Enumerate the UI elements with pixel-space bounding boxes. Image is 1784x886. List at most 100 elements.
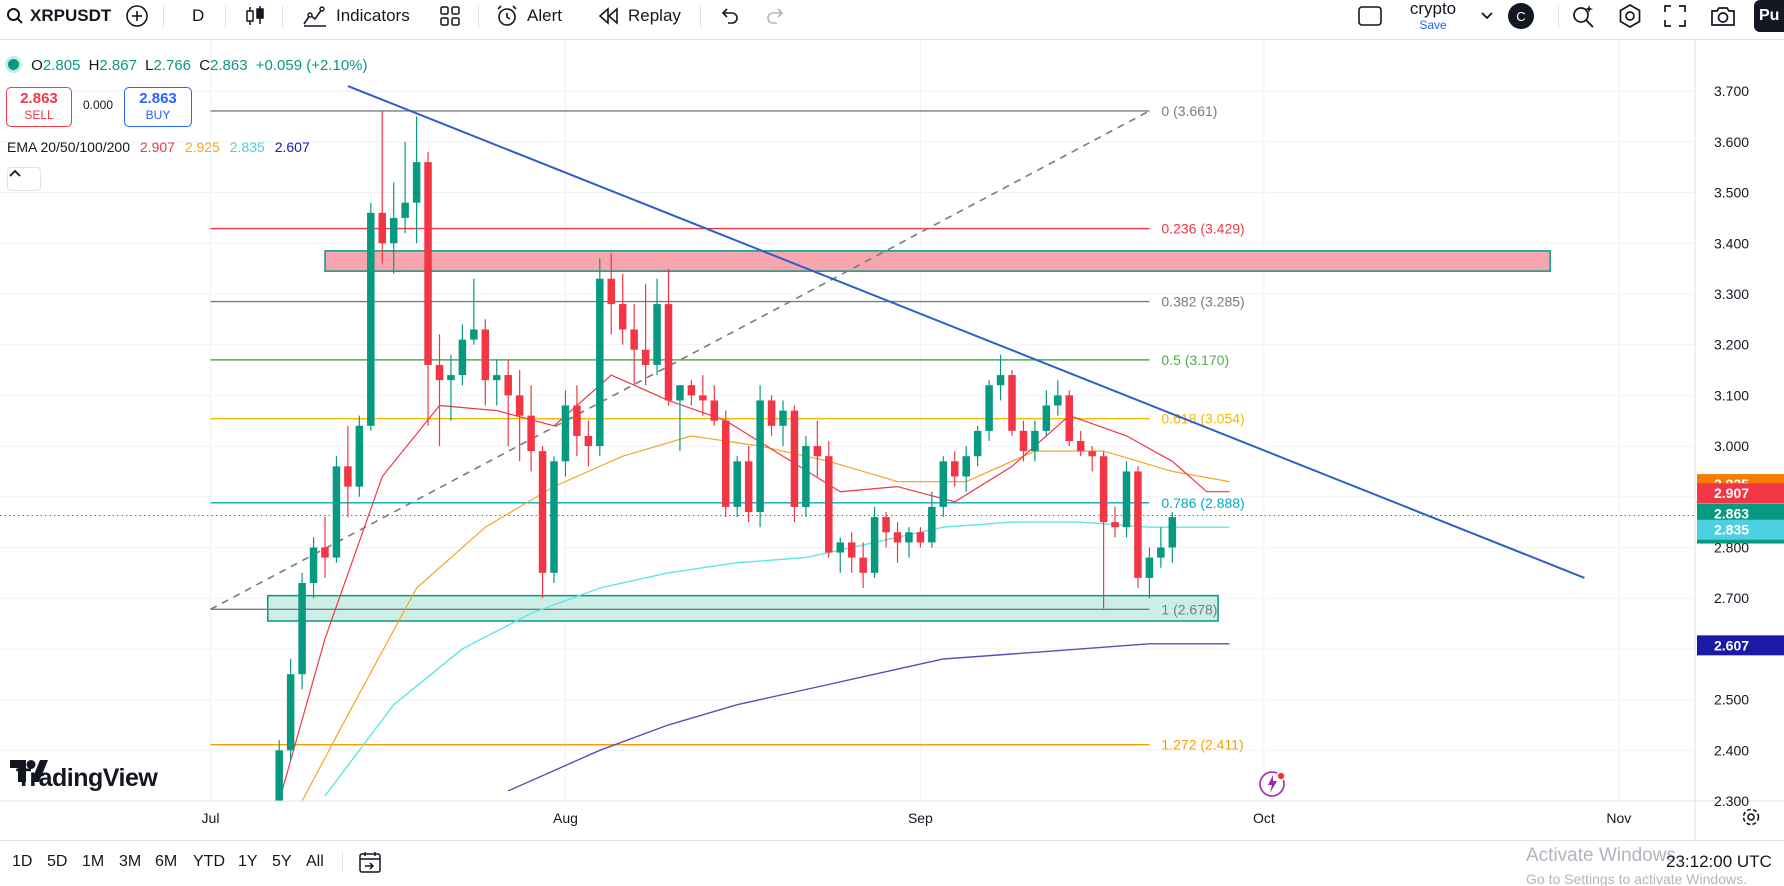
price-chart[interactable]: 0 (3.661) 0.236 (3.429) 0.382 (3.285) 0.5 (… <box>0 40 1784 840</box>
publish-button[interactable]: Pu <box>1754 0 1784 32</box>
candle <box>332 456 341 563</box>
settings-button[interactable] <box>1617 0 1643 32</box>
interval-button[interactable]: D <box>192 0 204 32</box>
activate-windows-subtitle: Go to Settings to activate Windows. <box>1526 871 1747 886</box>
candle-body <box>1088 451 1096 457</box>
fib-label-0.5: 0.5 (3.170) <box>1161 352 1229 368</box>
toolbar-divider <box>163 6 164 28</box>
candle-body <box>607 278 615 305</box>
range-6m[interactable]: 6M <box>155 853 178 870</box>
candle-body <box>928 506 936 543</box>
fullscreen-button[interactable] <box>1663 0 1687 32</box>
symbol-name: XRPUSDT <box>30 6 112 25</box>
price-label-ema20-value: 2.907 <box>1714 485 1749 501</box>
grid-icon <box>439 5 461 27</box>
y-tick-label: 3.400 <box>1714 235 1749 251</box>
toolbar-divider <box>225 6 226 28</box>
indicator-templates-button[interactable] <box>439 0 461 32</box>
range-ytd[interactable]: YTD <box>193 853 225 870</box>
sell-label: SELL <box>24 108 54 122</box>
ema-legend[interactable]: EMA 20/50/100/200 2.907 2.925 2.835 2.60… <box>7 139 310 155</box>
range-5y[interactable]: 5Y <box>272 853 292 870</box>
candle <box>378 111 386 264</box>
candle-body <box>470 329 478 340</box>
candle-body <box>493 375 501 381</box>
chart-type-button[interactable] <box>244 0 266 32</box>
fib-label-1.272: 1.272 (2.411) <box>1161 737 1243 753</box>
undo-icon <box>718 6 740 26</box>
symbol-search-button[interactable]: XRPUSDT <box>6 0 111 32</box>
range-all[interactable]: All <box>306 853 324 870</box>
candle <box>618 273 627 345</box>
candle <box>722 410 730 518</box>
x-tick-label: Jul <box>202 810 220 826</box>
candle-body <box>676 385 684 401</box>
snapshot-button[interactable] <box>1709 0 1737 32</box>
candle-body <box>699 395 707 401</box>
layout-name-button[interactable]: crypto Save <box>1397 0 1469 34</box>
utc-clock[interactable]: 23:12:00 UTC <box>1666 852 1772 871</box>
range-1d[interactable]: 1D <box>12 853 33 870</box>
indicators-icon <box>302 4 328 28</box>
candle-body <box>504 375 512 396</box>
candle <box>1088 446 1096 472</box>
range-1m[interactable]: 1M <box>82 853 105 870</box>
go-to-date-button[interactable] <box>357 851 383 880</box>
candle-body <box>836 542 844 553</box>
candle <box>1134 466 1142 589</box>
alarm-clock-icon <box>495 4 519 28</box>
account-avatar-button[interactable]: C <box>1508 0 1534 32</box>
compare-symbol-button[interactable] <box>125 0 149 32</box>
candle <box>321 517 329 578</box>
buy-button[interactable]: 2.863 BUY <box>124 87 192 127</box>
price-label-ema100 <box>1697 519 1784 540</box>
candle <box>1065 390 1073 447</box>
candle <box>286 659 295 761</box>
range-1y[interactable]: 1Y <box>238 853 258 870</box>
layout-toggle-button[interactable] <box>1357 0 1383 32</box>
candle <box>435 334 444 447</box>
range-3m[interactable]: 3M <box>119 853 142 870</box>
candle <box>389 182 398 274</box>
fib-label-0.786: 0.786 (2.888) <box>1161 495 1244 511</box>
candle-body <box>1008 375 1016 431</box>
candle-body <box>561 405 570 462</box>
candle-body <box>744 461 753 512</box>
candle <box>607 253 615 335</box>
y-tick-label: 3.000 <box>1714 438 1749 454</box>
high-label: H <box>88 57 100 74</box>
candle <box>1008 370 1016 436</box>
sell-button[interactable]: 2.863 SELL <box>6 87 72 127</box>
price-label-ema100-value: 2.835 <box>1714 522 1749 538</box>
collapse-legend-button[interactable] <box>7 167 41 191</box>
undo-button[interactable] <box>718 0 740 32</box>
tradingview-logo[interactable]: TradingView <box>10 760 164 796</box>
redo-button[interactable] <box>765 0 787 32</box>
candle <box>493 359 501 406</box>
layout-menu-button[interactable] <box>1480 0 1494 32</box>
candle-body <box>573 405 581 436</box>
candle <box>687 380 696 406</box>
avatar-letter: C <box>1516 8 1526 24</box>
candle-body <box>298 582 306 675</box>
candle-body <box>596 278 604 447</box>
candle <box>298 572 306 690</box>
chart-pane[interactable]: 0 (3.661) 0.236 (3.429) 0.382 (3.285) 0.5 (… <box>0 40 1784 840</box>
candle-body <box>481 329 490 381</box>
square-icon <box>1357 4 1383 28</box>
candle-body <box>996 375 1005 386</box>
y-tick-label: 2.700 <box>1714 590 1749 606</box>
candle-body <box>367 212 375 426</box>
candle-body <box>893 532 902 543</box>
candle <box>790 405 799 523</box>
candle <box>928 491 936 548</box>
candle <box>882 511 890 548</box>
buy-price: 2.863 <box>139 90 177 107</box>
range-5d[interactable]: 5D <box>47 853 68 870</box>
quick-search-button[interactable] <box>1571 0 1597 32</box>
low-label: L <box>145 57 154 74</box>
candle <box>1076 430 1085 457</box>
alert-button[interactable]: Alert <box>495 0 562 32</box>
indicators-button[interactable]: Indicators <box>302 0 410 32</box>
replay-button[interactable]: Replay <box>598 0 681 32</box>
